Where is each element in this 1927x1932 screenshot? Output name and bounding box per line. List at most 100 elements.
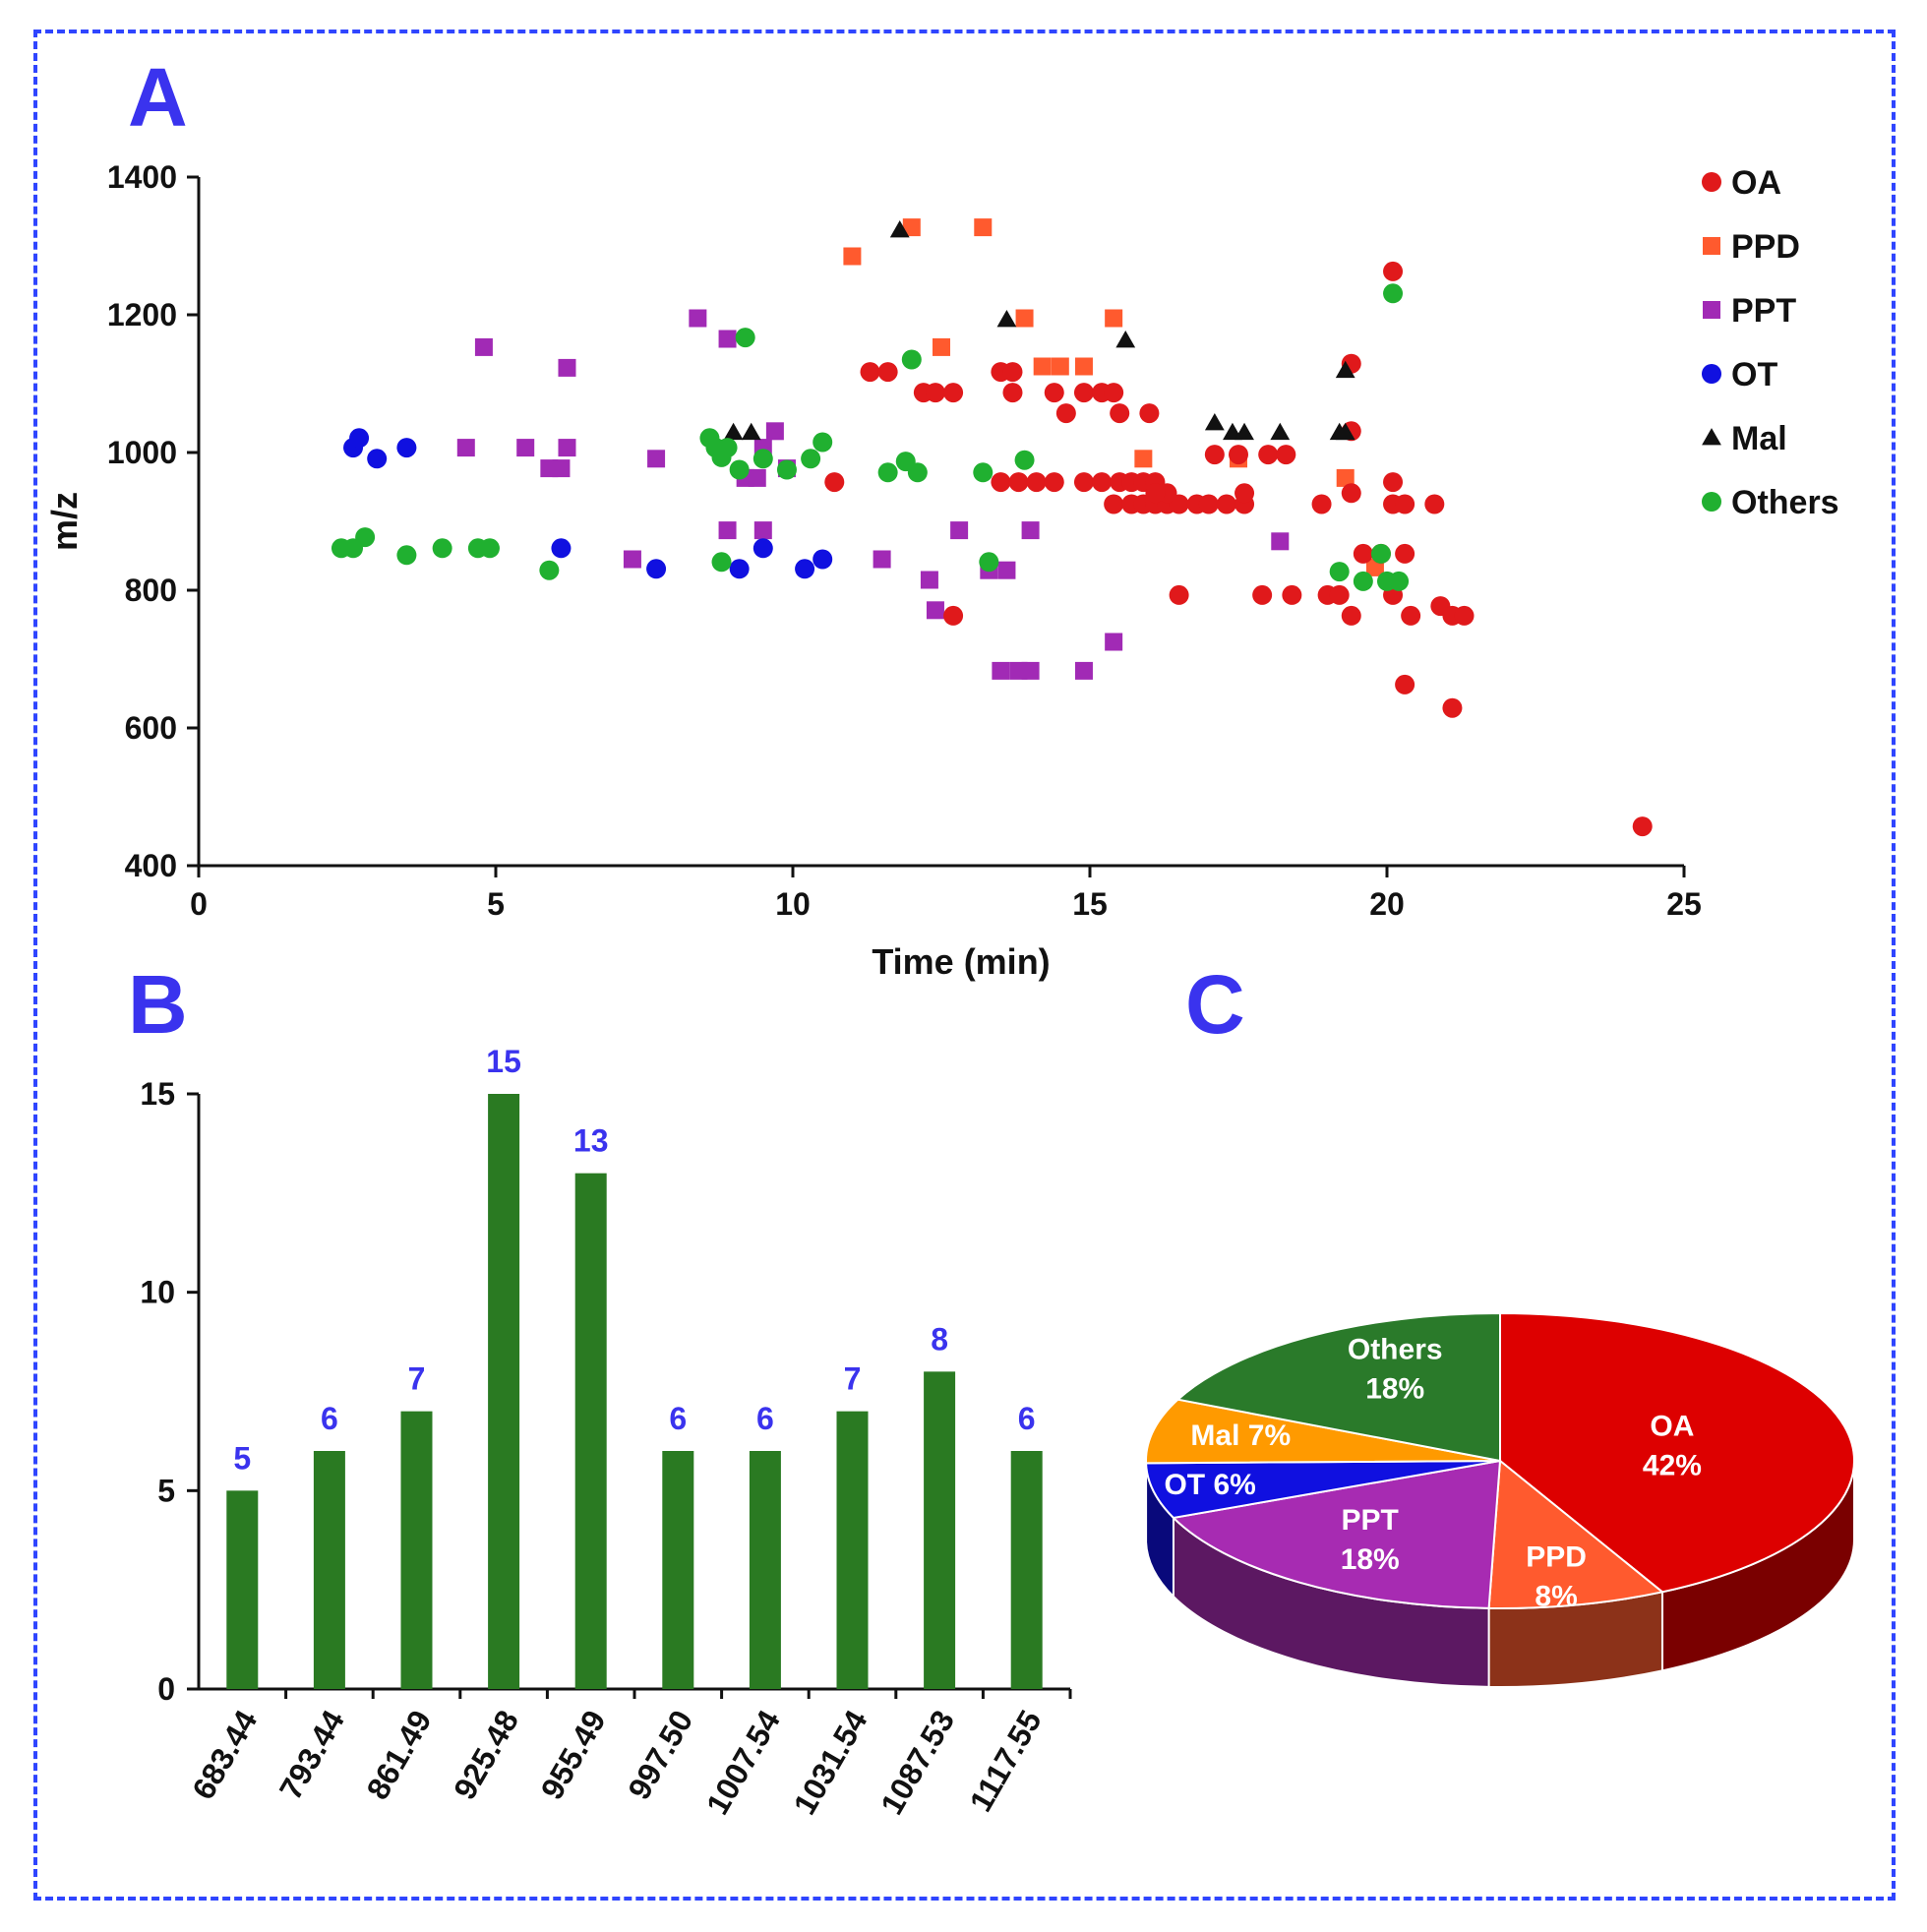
point-ppt — [456, 439, 475, 457]
point-others — [979, 552, 999, 573]
scatter-points — [331, 218, 1653, 837]
point-mal — [1234, 422, 1254, 441]
point-ppt — [765, 422, 784, 441]
point-ppt — [1271, 532, 1290, 551]
point-others — [1014, 450, 1035, 470]
point-ppt — [516, 439, 535, 457]
point-ppt — [623, 550, 641, 569]
series-mal — [723, 220, 1355, 441]
point-others — [973, 462, 994, 483]
point-oa — [1395, 494, 1415, 514]
x-tick-label: 997.50 — [621, 1705, 699, 1806]
point-mal — [1204, 413, 1225, 431]
point-others — [735, 328, 755, 348]
point-ppt — [1021, 521, 1040, 540]
point-oa — [1044, 472, 1064, 493]
point-oa — [877, 362, 898, 383]
point-others — [1370, 543, 1391, 564]
point-others — [901, 349, 922, 370]
point-others — [396, 545, 417, 566]
point-ppt — [926, 601, 944, 620]
point-others — [1389, 571, 1410, 591]
point-ot — [367, 449, 388, 469]
point-ot — [349, 428, 370, 449]
point-ppd — [843, 247, 862, 266]
bar — [924, 1371, 956, 1689]
bar — [662, 1451, 694, 1689]
point-ppt — [718, 521, 737, 540]
point-oa — [860, 362, 880, 383]
point-oa — [1424, 494, 1445, 514]
point-mal — [1335, 422, 1355, 441]
point-ppt — [1105, 633, 1123, 651]
point-ppt — [873, 550, 891, 569]
point-oa — [1216, 494, 1236, 514]
point-oa — [1026, 472, 1047, 493]
point-oa — [1073, 472, 1094, 493]
x-tick-label: 1087.53 — [873, 1705, 961, 1821]
point-ppd — [974, 218, 993, 237]
legend-label: OA — [1731, 164, 1781, 202]
x-axis-title: Time (min) — [872, 941, 1050, 982]
x-tick-label: 20 — [1369, 886, 1405, 922]
point-oa — [1395, 674, 1415, 694]
legend-marker-mal — [1702, 428, 1721, 446]
point-others — [711, 552, 732, 573]
point-others — [776, 459, 797, 480]
bar — [488, 1094, 520, 1689]
x-tick-label: 0 — [190, 886, 208, 922]
pie-slice-mal — [1145, 1398, 1501, 1465]
bar — [400, 1411, 433, 1689]
panel-label-b: B — [128, 958, 188, 1051]
point-oa — [1395, 543, 1415, 564]
point-ppt — [647, 450, 666, 468]
point-oa — [1252, 584, 1273, 605]
point-oa — [1008, 472, 1029, 493]
point-oa — [1632, 816, 1653, 837]
bar — [226, 1490, 259, 1689]
point-oa — [1258, 445, 1279, 465]
legend-item-ppt: PPT — [1703, 292, 1796, 330]
point-ppt — [753, 521, 772, 540]
point-oa — [1198, 494, 1219, 514]
point-oa — [1282, 584, 1302, 605]
point-ppt — [992, 661, 1010, 680]
y-tick-label: 1000 — [107, 435, 177, 470]
y-tick-label: 1200 — [107, 297, 177, 332]
pie-slice-ot — [1145, 1460, 1501, 1520]
x-tick-label: 25 — [1666, 886, 1702, 922]
legend-marker-others — [1702, 492, 1721, 512]
bar — [836, 1411, 869, 1689]
point-oa — [1383, 261, 1404, 281]
point-mal — [1115, 331, 1136, 348]
point-ppd — [1134, 450, 1153, 468]
point-mal — [741, 422, 761, 441]
pie-label-mal: Mal 7% — [1190, 1419, 1291, 1452]
point-others — [801, 449, 821, 469]
x-tick-label: 861.49 — [359, 1705, 438, 1806]
series-oa — [824, 261, 1653, 837]
point-oa — [1329, 584, 1350, 605]
point-ppt — [920, 571, 938, 589]
series-ppd — [843, 218, 1384, 576]
legend-label: Others — [1731, 484, 1839, 521]
point-ot — [753, 538, 773, 559]
bar-value-label: 6 — [1018, 1401, 1036, 1436]
bar-value-label: 6 — [669, 1401, 687, 1436]
pie-slice-oa — [1499, 1311, 1856, 1594]
point-oa — [1104, 383, 1124, 403]
x-tick-label: 1007.54 — [699, 1704, 787, 1820]
point-oa — [1073, 383, 1094, 403]
pie-chart: C OA 42% PPD 8% PPT 18% OT 6% Mal 7% Others 18% — [1145, 958, 1856, 1688]
legend-marker-ppd — [1703, 237, 1720, 255]
point-others — [432, 538, 452, 559]
point-oa — [1454, 605, 1475, 626]
point-ppt — [997, 561, 1016, 579]
x-tick-label: 793.44 — [272, 1704, 351, 1805]
point-others — [1353, 571, 1373, 591]
point-mal — [1270, 422, 1291, 441]
point-others — [877, 462, 898, 483]
pie-slice-others — [1175, 1311, 1501, 1463]
point-others — [907, 462, 928, 483]
